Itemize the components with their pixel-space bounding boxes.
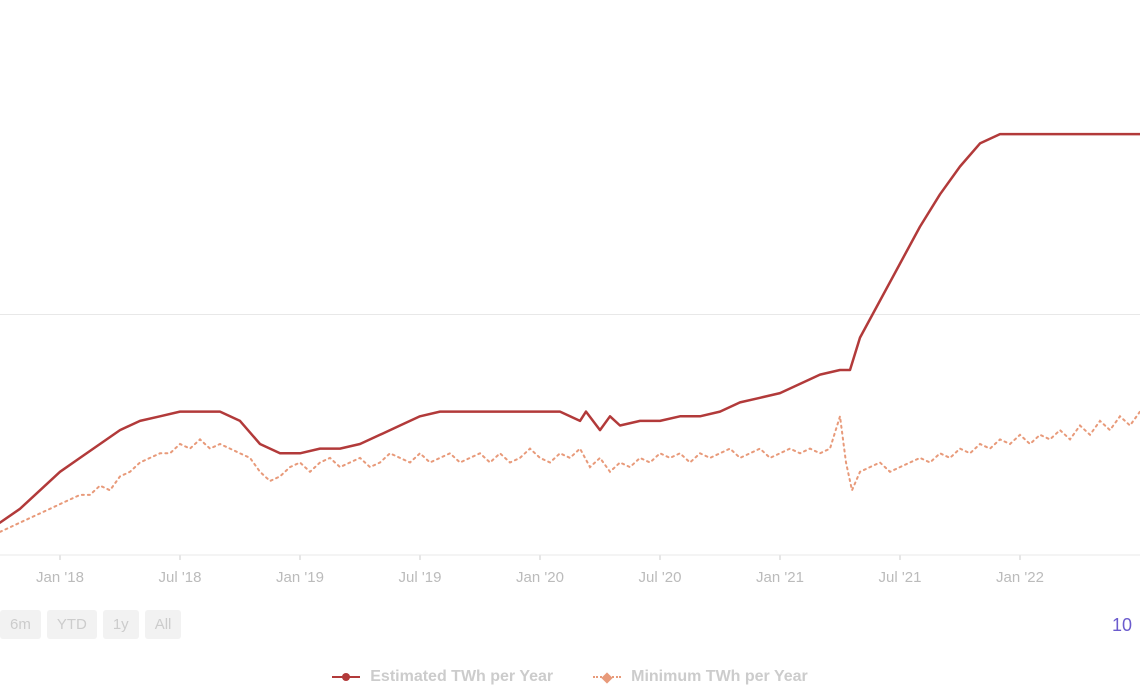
legend-label: Minimum TWh per Year	[631, 668, 808, 686]
range-right-text: 10	[1112, 615, 1132, 636]
circle-marker-icon	[332, 676, 360, 678]
range-btn-all[interactable]: All	[145, 610, 182, 639]
x-tick-label: Jan '20	[516, 569, 564, 586]
legend-item-minimum[interactable]: Minimum TWh per Year	[593, 668, 808, 686]
range-btn-6m[interactable]: 6m	[0, 610, 41, 639]
chart-legend: Estimated TWh per Year Minimum TWh per Y…	[0, 668, 1140, 686]
x-tick-label: Jul '18	[159, 569, 202, 586]
x-axis-labels: Jan '18 Jul '18 Jan '19 Jul '19 Jan '20 Jul '…	[0, 569, 1140, 589]
x-tick-label: Jan '19	[276, 569, 324, 586]
range-btn-1y[interactable]: 1y	[103, 610, 139, 639]
diamond-marker-icon	[593, 676, 621, 678]
x-tick-label: Jan '21	[756, 569, 804, 586]
range-selector: 6mYTD1yAll	[0, 610, 181, 639]
x-tick-label: Jul '21	[879, 569, 922, 586]
x-tick-label: Jan '18	[36, 569, 84, 586]
x-tick-label: Jul '19	[399, 569, 442, 586]
energy-chart: Jan '18 Jul '18 Jan '19 Jul '19 Jan '20 Jul '…	[0, 0, 1140, 694]
range-btn-ytd[interactable]: YTD	[47, 610, 97, 639]
x-tick-label: Jan '22	[996, 569, 1044, 586]
plot-area	[0, 0, 1140, 560]
legend-label: Estimated TWh per Year	[370, 668, 553, 686]
legend-item-estimated[interactable]: Estimated TWh per Year	[332, 668, 553, 686]
x-tick-label: Jul '20	[639, 569, 682, 586]
